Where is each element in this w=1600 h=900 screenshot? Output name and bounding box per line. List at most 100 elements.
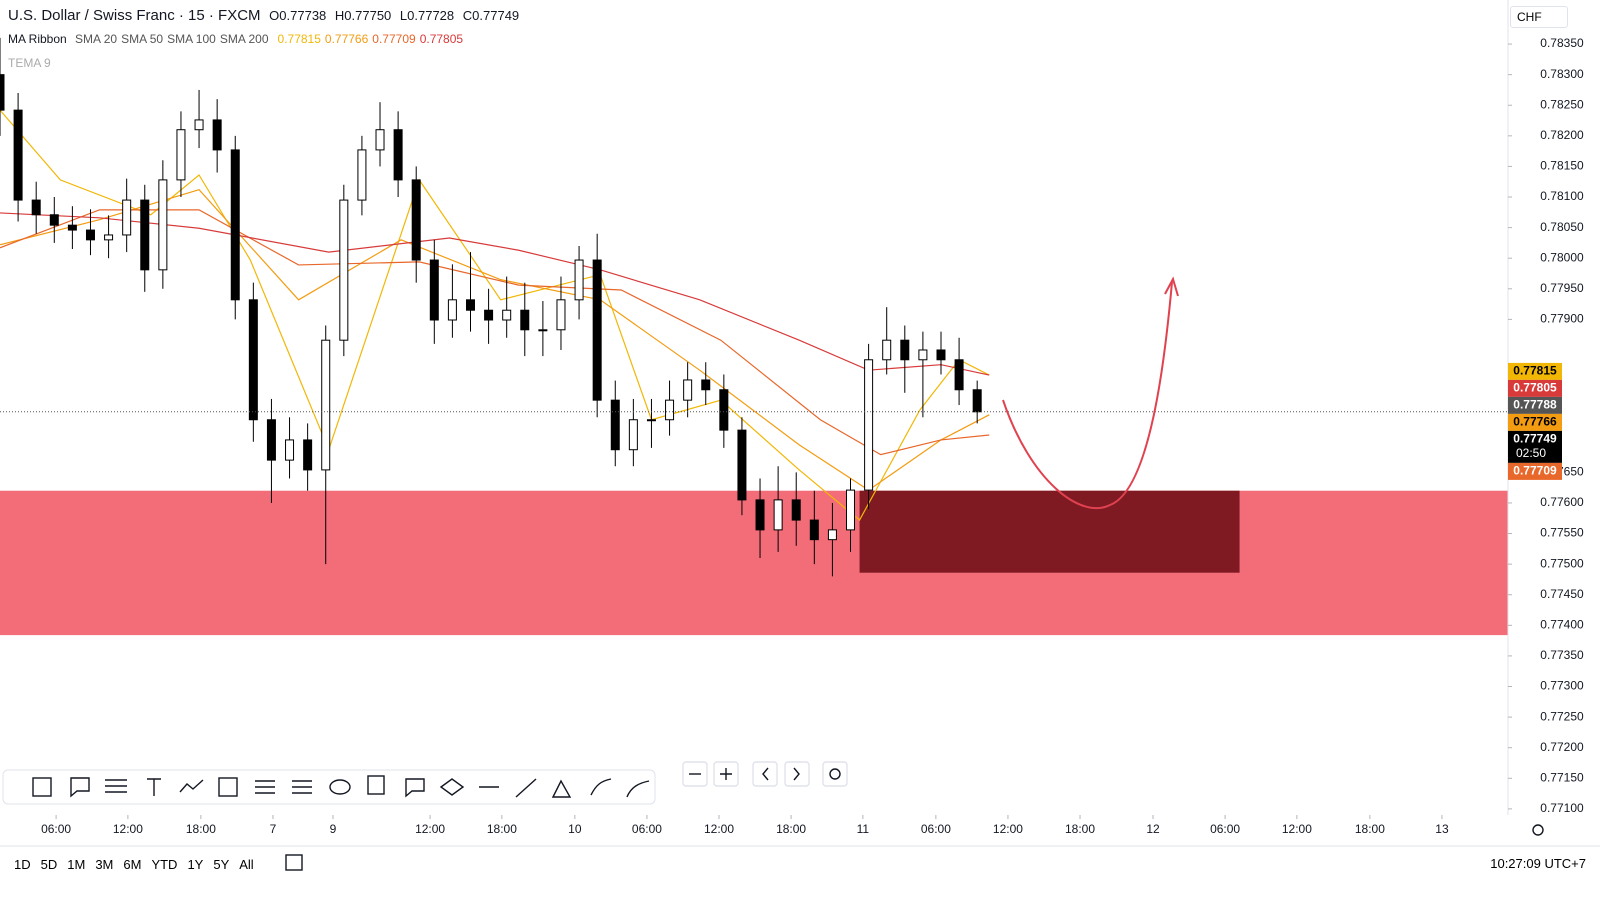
- y-tick-label: 0.77350: [1540, 648, 1584, 662]
- candle-body: [918, 349, 928, 361]
- candle-body: [285, 439, 295, 461]
- y-tick-label: 0.77150: [1540, 770, 1584, 784]
- arrow-head: [1164, 276, 1179, 297]
- candle-body: [411, 179, 421, 261]
- range-button[interactable]: 1M: [67, 857, 86, 872]
- tool-rect[interactable]: [32, 777, 52, 797]
- range-button[interactable]: 5D: [40, 857, 58, 872]
- candle-body: [574, 259, 584, 301]
- right-icon: [793, 767, 800, 781]
- x-tick-label: 9: [330, 822, 337, 836]
- candle-body: [502, 309, 512, 321]
- x-tick-label: 7: [270, 822, 277, 836]
- candle-body: [31, 199, 41, 216]
- candle-body: [13, 109, 23, 201]
- candle-body: [864, 359, 874, 491]
- ma-name: SMA 50: [121, 32, 164, 46]
- candle-body: [972, 389, 982, 413]
- scroll-right[interactable]: [784, 761, 810, 787]
- tema-legend: TEMA 9: [8, 56, 51, 70]
- y-tick-label: 0.78050: [1540, 220, 1584, 234]
- candle-body: [230, 149, 240, 301]
- candle-body: [321, 339, 331, 471]
- candle-body: [719, 389, 729, 431]
- ohlc-open: O0.77738: [269, 8, 327, 23]
- price-badge-label: 0.77709: [1513, 464, 1557, 478]
- tool-brush[interactable]: [626, 780, 650, 798]
- x-tick-label: 18:00: [487, 822, 517, 836]
- range-button[interactable]: 1Y: [187, 857, 204, 872]
- y-tick-label: 0.78150: [1540, 159, 1584, 173]
- x-tick-label: 13: [1435, 822, 1449, 836]
- candle-body: [592, 259, 602, 401]
- candle-body: [429, 259, 439, 321]
- price-badge: [1508, 462, 1562, 480]
- candle-body: [393, 129, 403, 181]
- candle-body: [67, 224, 77, 231]
- y-tick-label: 0.78000: [1540, 250, 1584, 264]
- candle-body: [809, 519, 819, 541]
- ohlc-high: H0.77750: [334, 8, 392, 23]
- date-range[interactable]: [285, 854, 303, 871]
- range-button[interactable]: 5Y: [213, 857, 230, 872]
- candle-body: [447, 299, 457, 321]
- x-tick-label: 18:00: [186, 822, 216, 836]
- tool-callout[interactable]: [405, 778, 425, 798]
- y-tick-label: 0.78100: [1540, 189, 1584, 203]
- x-tick-label: 12:00: [113, 822, 143, 836]
- x-tick-label: 18:00: [776, 822, 806, 836]
- price-badge: [1508, 379, 1562, 397]
- tool-measure[interactable]: [218, 777, 238, 797]
- price-badge-label: 0.77788: [1513, 398, 1557, 412]
- tool-text[interactable]: [147, 778, 161, 796]
- candle-body: [339, 199, 349, 341]
- ma-name: SMA 200: [219, 32, 269, 46]
- tool-triangle[interactable]: [551, 779, 572, 798]
- candle-body: [248, 299, 258, 421]
- tool-note[interactable]: [70, 777, 90, 798]
- candle-body: [375, 129, 385, 151]
- ma-value: 0.77805: [419, 32, 464, 46]
- candle-body: [176, 129, 186, 181]
- tool-regression[interactable]: [292, 780, 312, 794]
- scroll-left[interactable]: [752, 761, 778, 787]
- indicator-name: MA Ribbon: [8, 32, 67, 46]
- candle-body: [665, 399, 675, 421]
- candle-body: [484, 309, 494, 321]
- candle-body: [900, 339, 910, 361]
- candle-body: [628, 419, 638, 451]
- ma-line: [0, 212, 990, 376]
- range-button[interactable]: All: [239, 857, 254, 872]
- tool-price[interactable]: [367, 775, 385, 795]
- tool-path[interactable]: [179, 779, 204, 793]
- ohlc-close: C0.77749: [462, 8, 520, 23]
- range-bar: 1D 5D 1M 3M 6M YTD 1Y 5Y All: [14, 856, 264, 874]
- candle-body: [140, 199, 150, 271]
- price-badge: [1508, 396, 1562, 414]
- settings[interactable]: [1532, 824, 1544, 836]
- candle-body: [212, 119, 222, 151]
- range-button[interactable]: 6M: [123, 857, 142, 872]
- x-tick-label: 18:00: [1065, 822, 1095, 836]
- reset[interactable]: [822, 761, 848, 787]
- x-tick-label: 12:00: [1282, 822, 1312, 836]
- range-button[interactable]: YTD: [151, 857, 178, 872]
- candle-body: [755, 499, 765, 531]
- candle-body: [610, 399, 620, 451]
- x-tick-label: 10: [568, 822, 582, 836]
- price-badge-label: 0.77766: [1513, 415, 1557, 429]
- tool-polygon[interactable]: [439, 778, 465, 796]
- y-tick-label: 0.77300: [1540, 679, 1584, 693]
- tool-trend[interactable]: [515, 778, 537, 798]
- zone: [859, 490, 1240, 573]
- ma-name: SMA 20: [75, 32, 118, 46]
- currency-select[interactable]: CHF: [1510, 6, 1568, 28]
- tool-curve[interactable]: [590, 778, 612, 796]
- tool-channel[interactable]: [255, 780, 275, 794]
- tool-fib[interactable]: [105, 779, 127, 793]
- range-button[interactable]: 1D: [14, 857, 31, 872]
- range-button[interactable]: 3M: [95, 857, 114, 872]
- candle-body: [158, 179, 168, 271]
- tool-shape[interactable]: [329, 779, 351, 795]
- price-badge: [1508, 362, 1562, 380]
